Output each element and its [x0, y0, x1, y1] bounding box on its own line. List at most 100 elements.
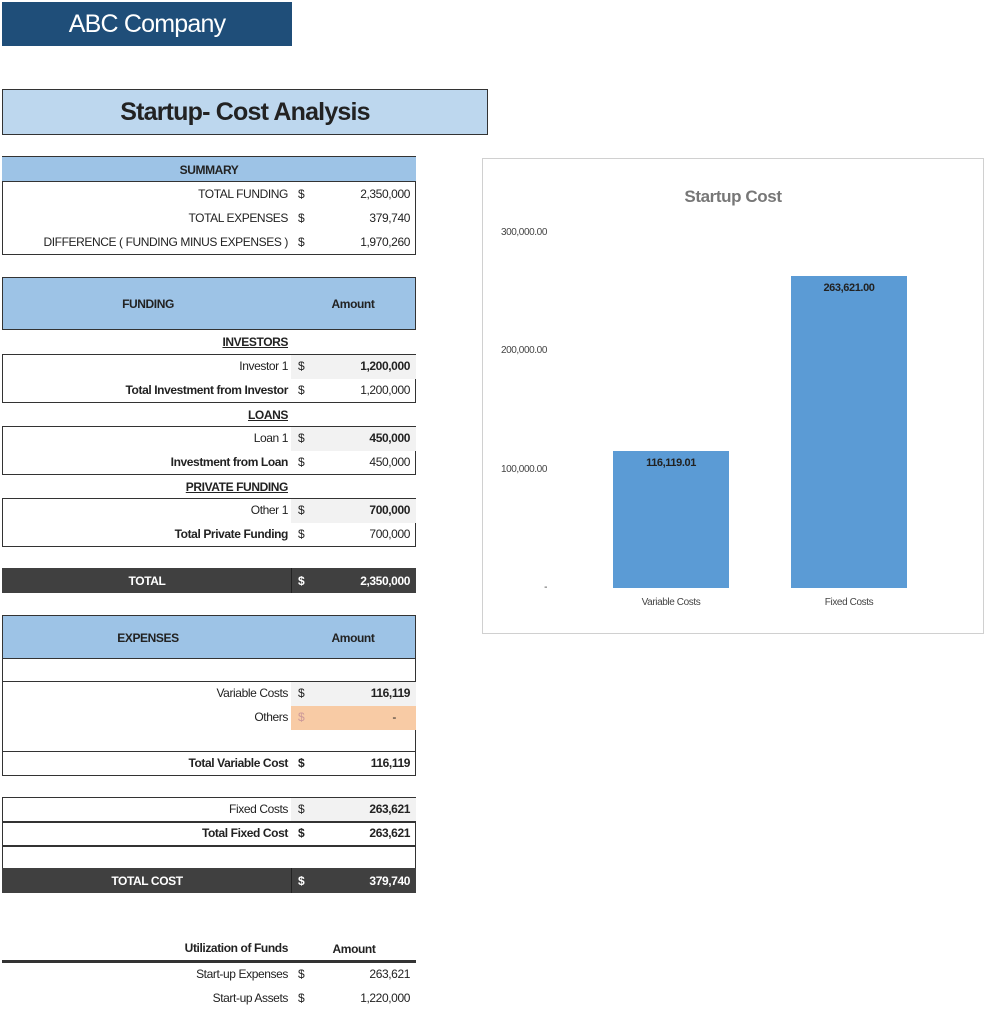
total-variable-row: Total Variable Cost $116,119: [2, 752, 416, 776]
row-label: Total Investment from Investor: [125, 383, 289, 397]
row-label: Total Private Funding: [174, 527, 289, 541]
funding-header-label: FUNDING: [122, 297, 174, 311]
row-label: Investment from Loan: [170, 455, 289, 469]
row-label: TOTAL EXPENSES: [188, 211, 288, 225]
utilization-header-label: Utilization of Funds: [184, 941, 289, 955]
amount-header: Amount: [332, 942, 376, 956]
currency: $: [298, 431, 305, 445]
bar-fixed-costs[interactable]: [791, 276, 907, 588]
x-tick-label: Fixed Costs: [824, 597, 874, 608]
private-funding-total-row: Total Private Funding $700,000: [2, 523, 416, 547]
row-amount[interactable]: 1,200,000: [360, 359, 410, 373]
expenses-header: EXPENSES Amount: [2, 615, 416, 659]
summary-row: TOTAL FUNDING $2,350,000: [2, 183, 416, 207]
currency: $: [298, 359, 305, 373]
currency: $: [298, 826, 305, 840]
investor-row[interactable]: Investor 1 $1,200,000: [2, 355, 416, 379]
currency: $: [298, 991, 305, 1005]
currency: $: [298, 503, 305, 517]
blank-row: [2, 658, 416, 682]
row-label: Total Fixed Cost: [201, 826, 288, 840]
loan-total-row: Investment from Loan $450,000: [2, 451, 416, 475]
amount-header: Amount: [331, 297, 375, 311]
currency: $: [298, 756, 305, 770]
row-label: DIFFERENCE ( FUNDING MINUS EXPENSES ): [43, 235, 288, 249]
total-label: TOTAL COST: [111, 874, 183, 888]
currency: $: [298, 802, 305, 816]
loan-row[interactable]: Loan 1 $450,000: [2, 427, 416, 451]
total-variable-table: [2, 751, 416, 776]
company-title: ABC Company: [2, 2, 292, 46]
expenses-header-label: EXPENSES: [117, 631, 179, 645]
funding-header: FUNDING Amount: [2, 277, 416, 330]
row-amount[interactable]: 116,119: [370, 686, 411, 700]
section-label: PRIVATE FUNDING: [185, 480, 289, 494]
page-title: Startup- Cost Analysis: [2, 89, 488, 135]
currency: $: [298, 527, 305, 541]
row-amount: 2,350,000: [360, 187, 410, 201]
section-label: INVESTORS: [222, 335, 288, 349]
utilization-row: Start-up Assets $1,220,000: [2, 987, 416, 1011]
currency: $: [298, 235, 305, 249]
currency: $: [298, 710, 305, 724]
summary-row: TOTAL EXPENSES $379,740: [2, 207, 416, 231]
row-amount[interactable]: 700,000: [369, 503, 410, 517]
investors-section-title: INVESTORS: [2, 333, 416, 351]
row-amount[interactable]: 450,000: [369, 431, 410, 445]
row-amount[interactable]: -: [392, 710, 396, 724]
currency: $: [298, 874, 305, 888]
fixed-costs-row[interactable]: Fixed Costs $263,621: [2, 798, 416, 822]
funding-total-row: TOTAL $ 2,350,000: [2, 568, 416, 593]
row-amount: 1,970,260: [360, 235, 410, 249]
summary-header-label: SUMMARY: [179, 163, 239, 177]
currency: $: [298, 574, 305, 588]
y-tick-label: -: [544, 582, 547, 593]
row-label: Others: [254, 710, 288, 724]
currency: $: [298, 211, 305, 225]
row-label: Other 1: [250, 503, 289, 517]
row-amount: 1,220,000: [360, 991, 410, 1005]
chart-title: Startup Cost: [684, 187, 782, 206]
x-tick-label: Variable Costs: [641, 597, 701, 608]
row-amount: 450,000: [369, 455, 410, 469]
data-label: 263,621.00: [823, 282, 875, 295]
amount-header: Amount: [331, 631, 375, 645]
row-label: Variable Costs: [216, 686, 288, 700]
loans-section-title: LOANS: [2, 406, 416, 424]
utilization-row: Start-up Expenses $263,621: [2, 963, 416, 987]
utilization-header: Utilization of Funds Amount: [2, 937, 416, 961]
data-label: 116,119.01: [646, 456, 696, 469]
row-amount: 263,621: [369, 967, 410, 981]
row-amount: 263,621: [369, 826, 410, 840]
y-tick-label: 100,000.00: [500, 463, 547, 475]
private-funding-row[interactable]: Other 1 $700,000: [2, 499, 416, 523]
row-label: Total Variable Cost: [188, 756, 288, 770]
y-tick-label: 300,000.00: [500, 227, 547, 238]
row-amount[interactable]: 263,621: [369, 802, 410, 816]
summary-table: [2, 156, 416, 255]
total-amount: 2,350,000: [360, 574, 410, 588]
currency: $: [298, 187, 305, 201]
row-label: Start-up Expenses: [196, 967, 288, 981]
currency: $: [298, 383, 305, 397]
row-amount: 700,000: [369, 527, 410, 541]
startup-cost-chart[interactable]: Startup Cost - 100,000.00 200,000.00 300,00…: [482, 158, 984, 634]
others-row[interactable]: Others $ -: [2, 706, 416, 730]
private-funding-section-title: PRIVATE FUNDING: [2, 478, 416, 496]
investor-total-row: Total Investment from Investor $1,200,000: [2, 379, 416, 403]
total-cost-row: TOTAL COST $ 379,740: [2, 868, 416, 893]
variable-costs-row[interactable]: Variable Costs $116,119: [2, 682, 416, 706]
row-label: Investor 1: [239, 359, 288, 373]
row-label: TOTAL FUNDING: [198, 187, 288, 201]
row-label: Loan 1: [253, 431, 289, 445]
y-tick-label: 200,000.00: [500, 345, 547, 357]
currency: $: [298, 686, 305, 700]
currency: $: [298, 967, 305, 981]
row-amount: 116,119: [370, 756, 411, 770]
total-amount: 379,740: [369, 874, 410, 888]
bar-variable-costs[interactable]: [613, 450, 729, 588]
divider: [2, 821, 416, 823]
divider: [2, 845, 416, 847]
row-amount: 379,740: [369, 211, 410, 225]
summary-header: SUMMARY: [2, 157, 416, 182]
